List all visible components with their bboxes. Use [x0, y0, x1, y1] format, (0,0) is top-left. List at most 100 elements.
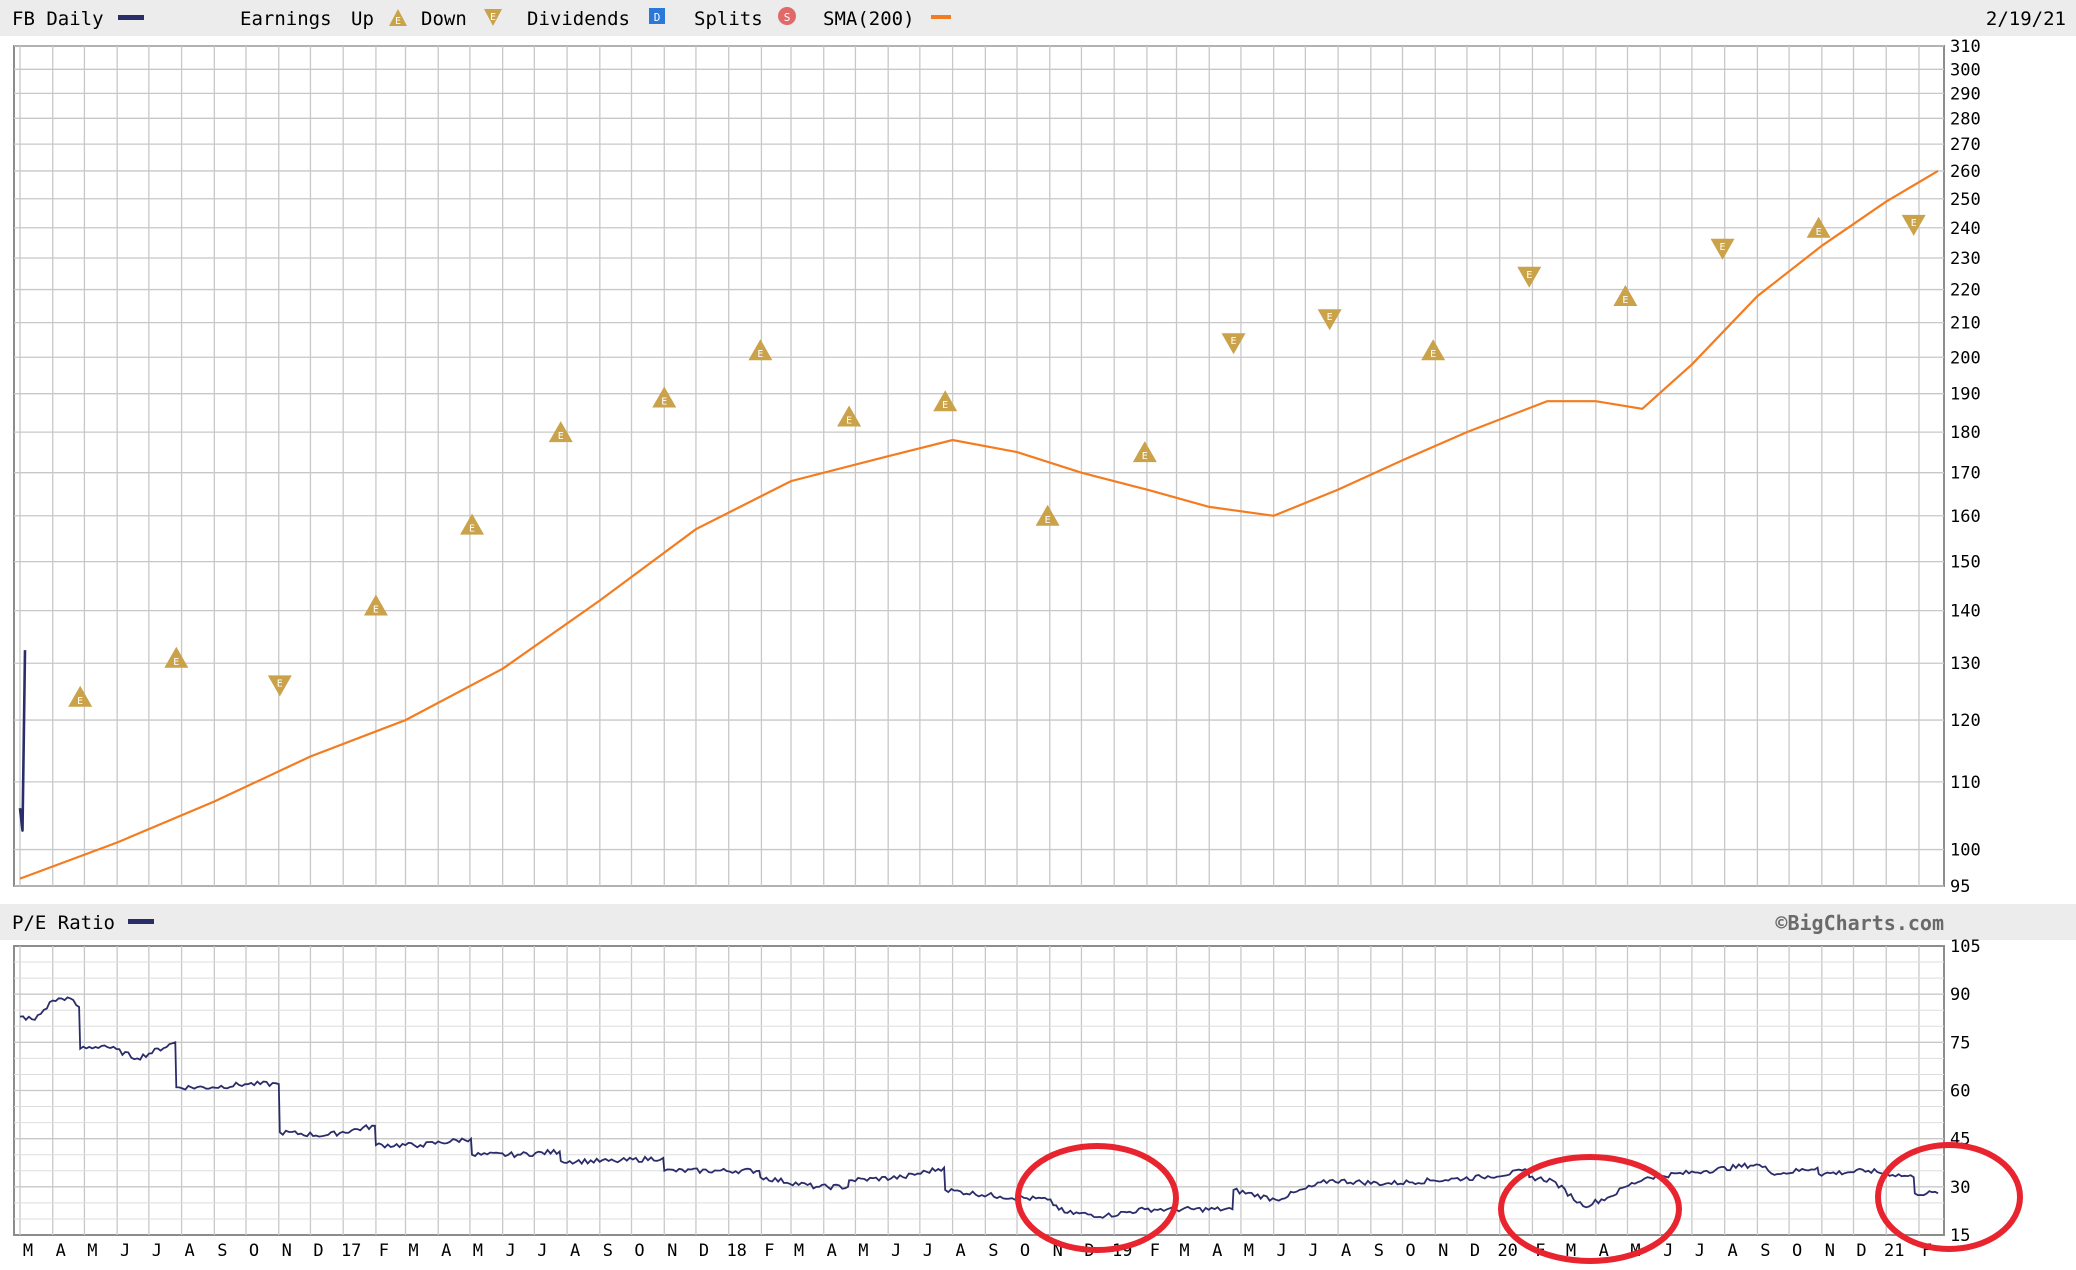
earnings-marker-up[interactable]: E — [1132, 441, 1157, 463]
earnings-down-label: Down — [421, 8, 467, 30]
price-line — [18, 650, 27, 832]
earnings-marker-shape — [164, 646, 189, 668]
x-tick-label: O — [1020, 1241, 1030, 1261]
symbol-label: FB Daily — [12, 8, 104, 30]
price-y-tick: 280 — [1950, 109, 1981, 129]
earnings-marker-up[interactable]: E — [460, 513, 485, 535]
earnings-marker-up[interactable]: E — [1035, 504, 1060, 526]
price-y-tick: 230 — [1950, 249, 1981, 269]
earnings-marker-up[interactable]: E — [748, 339, 773, 361]
price-y-tick: 180 — [1950, 423, 1981, 443]
earnings-marker-down[interactable]: E — [1221, 333, 1246, 355]
price-y-tick: 300 — [1950, 60, 1981, 80]
x-tick-label: O — [634, 1241, 644, 1261]
earnings-marker-shape — [1901, 214, 1926, 236]
earnings-marker-letter: E — [77, 696, 83, 707]
earnings-marker-letter: E — [661, 396, 667, 407]
price-y-tick: 190 — [1950, 385, 1981, 405]
splits-label: Splits — [694, 8, 763, 30]
x-tick-label: 17 — [341, 1241, 361, 1261]
earnings-marker-shape — [837, 405, 862, 427]
earnings-marker-up[interactable]: E — [1613, 285, 1638, 307]
price-y-tick: 160 — [1950, 507, 1981, 527]
earnings-marker-letter: E — [1526, 270, 1532, 281]
dividends-label: Dividends — [527, 8, 630, 30]
earnings-marker-down[interactable]: E — [1901, 214, 1926, 236]
earnings-marker-letter: E — [1816, 227, 1822, 238]
x-tick-label: F — [764, 1241, 774, 1261]
x-tick-label: S — [988, 1241, 998, 1261]
price-legend-swatch — [118, 15, 144, 20]
chart-date: 2/19/21 — [1986, 8, 2066, 30]
earnings-marker-shape — [1806, 216, 1831, 238]
sma-label: SMA(200) — [823, 8, 915, 30]
x-tick-label: M — [794, 1241, 804, 1261]
x-tick-label: S — [603, 1241, 613, 1261]
x-tick-label: S — [1760, 1241, 1770, 1261]
earnings-marker-up[interactable]: E — [363, 594, 388, 616]
legend-bar — [0, 0, 2076, 36]
earnings-marker-letter: E — [1430, 349, 1436, 360]
annotation-ellipse-2021 — [1875, 1142, 2023, 1252]
x-tick-label: F — [379, 1241, 389, 1261]
x-tick-label: 18 — [726, 1241, 746, 1261]
sma-legend-swatch — [931, 15, 951, 19]
earnings-marker-up[interactable]: E — [548, 421, 573, 443]
pe-y-tick: 30 — [1950, 1178, 1970, 1198]
x-tick-label: A — [570, 1241, 580, 1261]
x-tick-label: S — [217, 1241, 227, 1261]
x-tick-label: D — [313, 1241, 323, 1261]
price-y-tick: 100 — [1950, 841, 1981, 861]
earnings-marker-letter: E — [277, 678, 283, 689]
pe-legend-swatch — [128, 919, 154, 924]
x-tick-label: J — [1695, 1241, 1705, 1261]
earnings-marker-up[interactable]: E — [652, 386, 677, 408]
earnings-marker-down[interactable]: E — [1517, 266, 1542, 288]
x-tick-label: D — [1856, 1241, 1866, 1261]
earnings-marker-letter: E — [1142, 451, 1148, 462]
x-tick-label: O — [1405, 1241, 1415, 1261]
x-tick-label: M — [1244, 1241, 1254, 1261]
earnings-marker-down[interactable]: E — [1710, 238, 1735, 260]
earnings-up-label: Up — [351, 8, 374, 30]
x-tick-label: S — [1374, 1241, 1384, 1261]
earnings-marker-up[interactable]: E — [933, 390, 958, 412]
earnings-marker-up[interactable]: E — [1421, 339, 1446, 361]
pe-y-tick: 75 — [1950, 1033, 1970, 1053]
x-tick-label: N — [667, 1241, 677, 1261]
earnings-marker-shape — [1710, 238, 1735, 260]
earnings-marker-up[interactable]: E — [837, 405, 862, 427]
earnings-marker-up[interactable]: E — [164, 646, 189, 668]
earnings-marker-letter: E — [373, 605, 379, 616]
earnings-marker-shape — [1221, 333, 1246, 355]
x-tick-label: M — [408, 1241, 418, 1261]
x-tick-label: O — [249, 1241, 259, 1261]
earnings-marker-letter: E — [469, 524, 475, 535]
price-y-tick: 140 — [1950, 602, 1981, 622]
earnings-marker-letter: E — [1911, 218, 1917, 229]
earnings-marker-down[interactable]: E — [267, 675, 292, 697]
x-tick-label: N — [1053, 1241, 1063, 1261]
earnings-marker-up[interactable]: E — [1806, 216, 1831, 238]
pe-y-tick: 15 — [1950, 1226, 1970, 1246]
x-tick-label: M — [473, 1241, 483, 1261]
earnings-marker-shape — [1421, 339, 1446, 361]
earnings-marker-letter: E — [558, 431, 564, 442]
pe-y-tick: 60 — [1950, 1082, 1970, 1102]
price-y-tick: 260 — [1950, 162, 1981, 182]
x-tick-label: M — [1179, 1241, 1189, 1261]
earnings-marker-up[interactable]: E — [68, 685, 93, 707]
earnings-marker-letter: E — [757, 349, 763, 360]
x-tick-label: N — [1438, 1241, 1448, 1261]
sma-200-line — [19, 169, 1939, 880]
x-tick-label: 21 — [1884, 1241, 1904, 1261]
price-y-axis: 95 100 110 120 130 140 150 160 170 180 190 200 210 22… — [1950, 37, 1981, 897]
pe-ratio-line — [19, 996, 1939, 1219]
split-icon: S — [778, 7, 796, 25]
brand-logo[interactable]: ©BigCharts.com — [1775, 911, 1944, 935]
earnings-marker-down[interactable]: E — [1317, 309, 1342, 331]
earnings-marker-shape — [68, 685, 93, 707]
x-tick-label: F — [1922, 1241, 1932, 1261]
x-tick-label: J — [923, 1241, 933, 1261]
earnings-markers: E E E E E E E E E E E E E E E E E E E E — [68, 214, 1926, 707]
